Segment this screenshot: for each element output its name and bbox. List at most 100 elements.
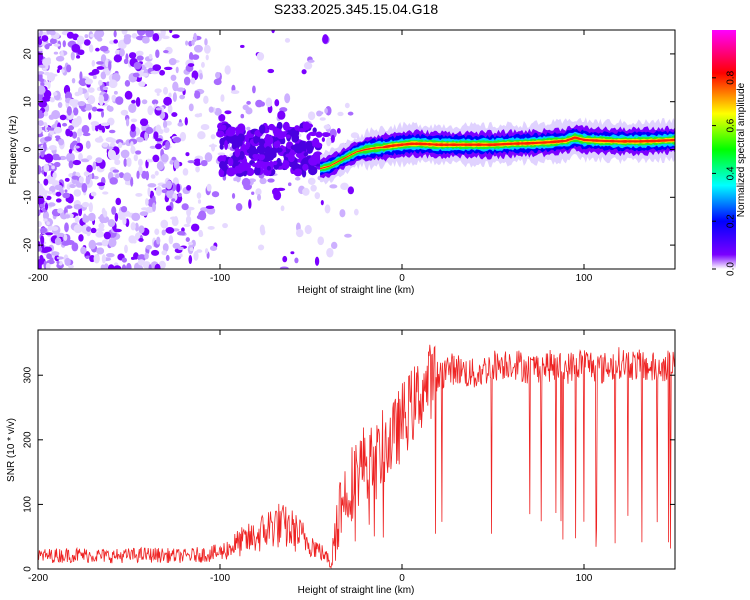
- spectrogram-cell: [199, 73, 203, 80]
- spectrogram-cell: [77, 128, 83, 137]
- spectrogram-cell: [100, 122, 110, 127]
- y-tick-label: -10: [23, 190, 34, 205]
- spectrogram-cell: [304, 224, 312, 235]
- spectrogram-cell: [321, 137, 326, 143]
- spectrogram-cell: [220, 124, 227, 131]
- spectrogram-cell: [179, 131, 187, 142]
- spectrogram-cell: [134, 222, 139, 232]
- spectrogram-cell: [170, 74, 177, 81]
- spectrogram-cell: [198, 210, 207, 221]
- snr-panel: -200 -100 0 100 0 100 200 300 Height of straig…: [6, 329, 676, 596]
- spectrogram-cell: [66, 106, 72, 116]
- spectrogram-cell: [181, 227, 185, 233]
- spectrogram-cell: [56, 260, 60, 264]
- spectrogram-cell: [203, 95, 209, 104]
- spectrogram-cell: [41, 35, 49, 42]
- spectrogram-cell: [162, 120, 168, 129]
- spectrogram-cell: [45, 232, 54, 236]
- snr-y-label: SNR (10 * v/v): [6, 418, 17, 482]
- spectrogram-cell: [58, 260, 63, 266]
- spectrogram-cell: [126, 262, 132, 269]
- spectrogram-cell: [62, 192, 71, 199]
- spectrogram-cell: [49, 30, 56, 36]
- spectrogram-cell: [194, 90, 201, 99]
- y-tick-label: 100: [23, 496, 34, 513]
- x-tick-label: 0: [399, 573, 405, 584]
- y-tick-label: -20: [23, 237, 34, 252]
- spectrogram-cell: [176, 183, 181, 193]
- spectrogram-cell: [100, 264, 106, 269]
- spectrogram-cell: [48, 144, 57, 151]
- spectrogram-cell: [320, 200, 324, 206]
- snr-y-ticks: 0 100 200 300: [23, 366, 675, 572]
- spectrogram-cell: [245, 141, 251, 149]
- spectrogram-cell: [81, 201, 90, 208]
- spectrogram-cell: [155, 186, 162, 197]
- colorbar-tick-label: 0.4: [726, 166, 737, 180]
- x-tick-label: 100: [576, 573, 593, 584]
- spectrogram-cell: [108, 149, 117, 160]
- spectrogram-cell: [314, 142, 323, 148]
- spectrogram-cell: [310, 184, 317, 192]
- spectrogram-cell: [73, 107, 79, 116]
- spectrogram-cell: [81, 158, 90, 163]
- spectrogram-cell: [68, 264, 75, 269]
- spectrogram-cell: [190, 77, 196, 85]
- spectrogram-cell: [177, 192, 182, 198]
- spectrogram-cell: [235, 203, 243, 212]
- spectrogram-cell: [66, 205, 73, 209]
- spectrogram-cell: [308, 157, 319, 166]
- spectrogram-cell: [133, 61, 142, 70]
- spectrogram-cell: [171, 34, 180, 39]
- spectrogram-cell: [282, 160, 290, 170]
- snr-x-label: Height of straight line (km): [298, 585, 415, 596]
- spectrogram-cell: [275, 141, 281, 146]
- spectrogram-cell: [312, 127, 317, 134]
- spectrogram-cell: [47, 202, 56, 207]
- spectrogram-cell: [216, 130, 225, 138]
- spectrogram-cell: [183, 223, 191, 227]
- y-tick-label: 0: [23, 146, 34, 152]
- spectrogram-cell: [73, 224, 83, 234]
- spectrogram-cell: [102, 191, 109, 195]
- spectrogram-cell: [117, 142, 123, 149]
- spectrogram-cell: [161, 153, 169, 163]
- spectrogram-cell: [53, 51, 59, 55]
- spectrogram-cell: [52, 91, 58, 96]
- spectrogram-cell: [141, 36, 150, 44]
- spectrogram-cell: [91, 60, 96, 67]
- colorbar-label: Normalized spectral amplitude: [736, 82, 747, 217]
- spectrogram-cell: [326, 247, 334, 258]
- spectrogram-cell: [314, 256, 320, 266]
- spectrogram-cell: [163, 86, 169, 95]
- spectrogram-cell: [188, 103, 194, 112]
- spectrogram-cell: [280, 205, 285, 212]
- spectrogram-cell: [282, 121, 290, 131]
- spectrogram-cell: [42, 95, 52, 102]
- spectrogram-cell: [57, 101, 63, 109]
- spectrogram-cell: [40, 227, 48, 234]
- spectrogram-cell: [144, 131, 149, 141]
- spectrogram-cell: [38, 48, 43, 52]
- spectrogram-cell: [264, 146, 272, 156]
- spectrogram-cell: [246, 148, 255, 154]
- spectrogram-cell: [88, 239, 97, 250]
- spectrogram-cell: [227, 157, 234, 167]
- spectrogram-cell: [38, 100, 48, 108]
- spectrogram-cell: [74, 215, 80, 223]
- spectrogram-cell: [138, 225, 145, 234]
- spectrogram-cell: [222, 222, 228, 229]
- spectrogram-cell: [64, 257, 71, 266]
- spectrogram-cell: [90, 227, 97, 234]
- spectrogram-cell: [38, 111, 45, 119]
- x-tick-label: -100: [210, 573, 230, 584]
- spectrogram-x-ticks: -200 -100 0 100: [28, 30, 593, 284]
- spectrogram-x-label: Height of straight line (km): [298, 285, 415, 296]
- spectrogram-cell: [78, 176, 84, 184]
- colorbar-tick-label: 0.8: [726, 70, 737, 84]
- spectrogram-cell: [38, 52, 44, 62]
- spectrogram-cell: [279, 266, 289, 269]
- spectrogram-cell: [350, 132, 359, 139]
- spectrogram-cell: [245, 107, 253, 115]
- spectrogram-cell: [188, 52, 194, 62]
